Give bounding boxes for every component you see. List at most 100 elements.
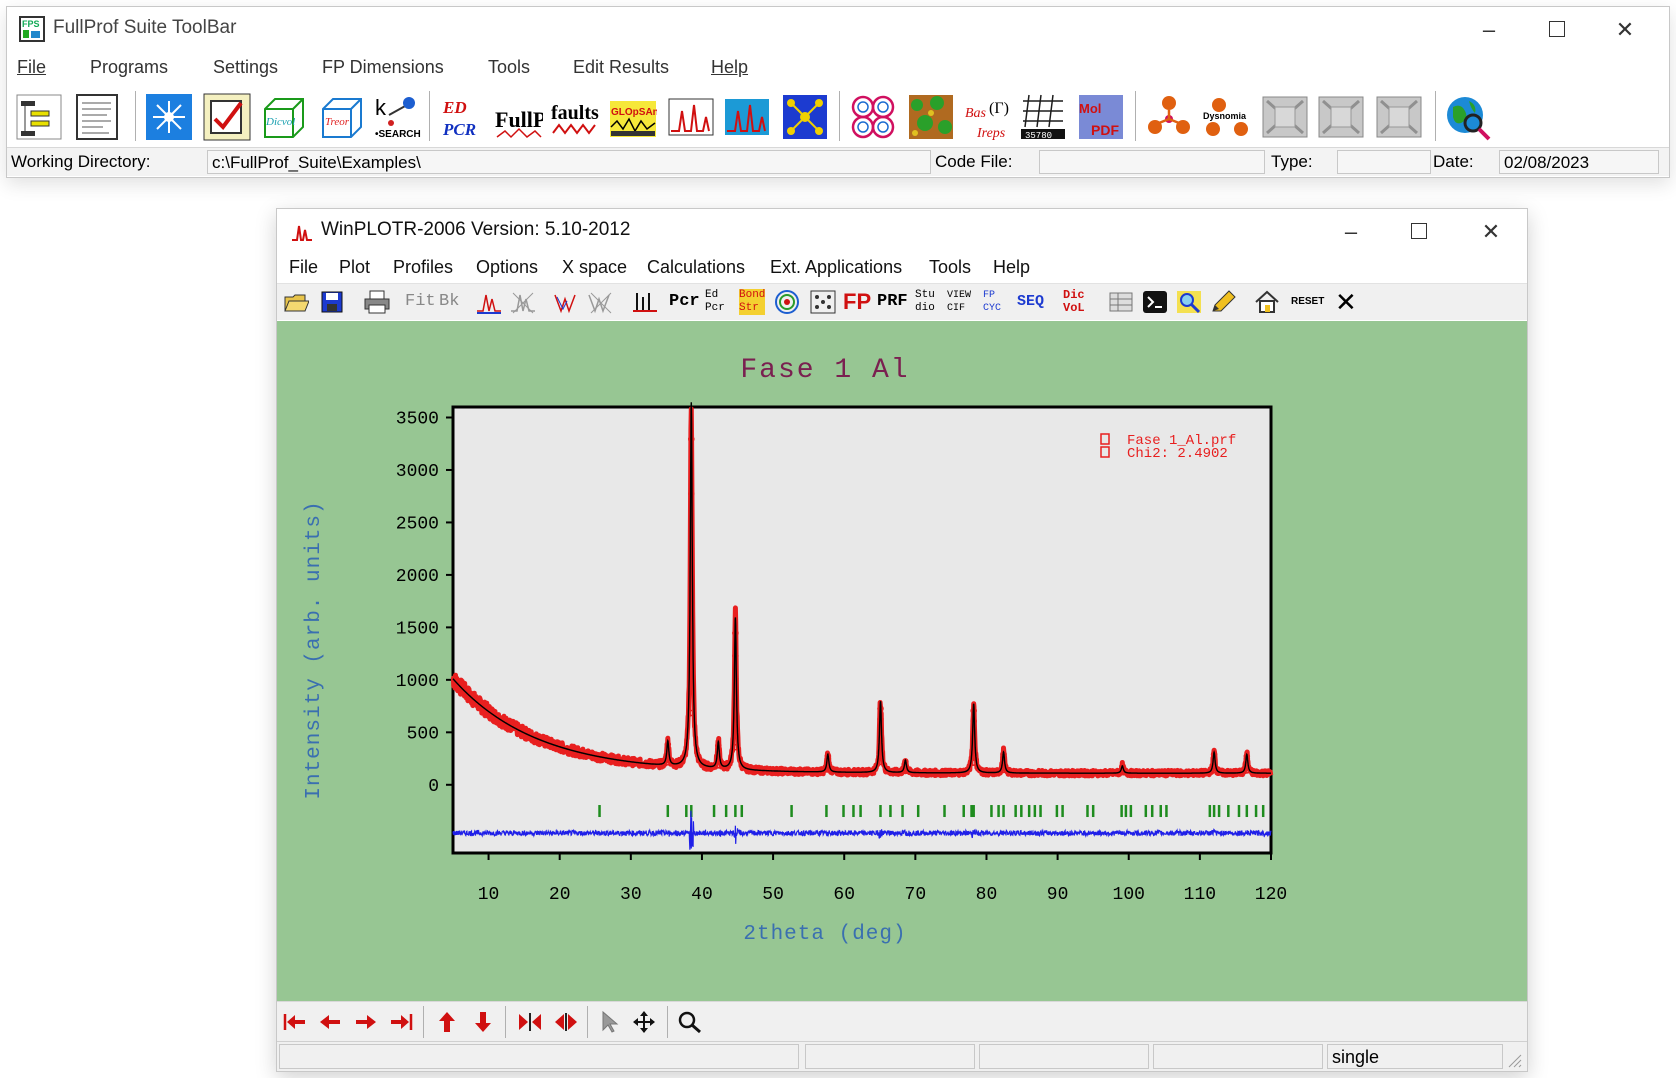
sun-icon[interactable] <box>145 93 193 141</box>
up-arrow-icon[interactable] <box>435 1010 459 1034</box>
console-icon[interactable] <box>1141 289 1169 315</box>
document-icon[interactable] <box>73 93 121 141</box>
wp-close-button[interactable]: ✕ <box>1481 219 1501 244</box>
edpcr-icon[interactable]: ED PCR <box>439 93 487 141</box>
menu-tools[interactable]: Tools <box>488 57 531 77</box>
prf-button[interactable]: PRF <box>877 292 908 311</box>
view-cif-button[interactable]: VIEW CIF <box>947 290 972 314</box>
fullprof-titlebar[interactable]: FPS FullProf Suite ToolBar – ✕ <box>7 7 1669 51</box>
resize-grip-icon[interactable] <box>1505 1051 1523 1069</box>
wp-menu-tools[interactable]: Tools <box>929 257 972 277</box>
grey3-icon[interactable] <box>1375 93 1423 141</box>
previous-icon[interactable] <box>317 1010 343 1034</box>
type-field[interactable] <box>1337 150 1431 174</box>
globe-search-icon[interactable] <box>1443 93 1491 141</box>
reset-button[interactable]: RESET <box>1291 296 1325 307</box>
ed-pcr-button[interactable]: Ed Pcr <box>705 289 725 314</box>
home-icon[interactable] <box>1253 289 1281 315</box>
pencil-icon[interactable] <box>1209 289 1237 315</box>
diffraction-chart[interactable]: Fase 1 Al 0 500 1000 1500 2000 2500 3000 3500 10 2… <box>277 321 1527 1001</box>
minimize-button[interactable]: – <box>1482 17 1496 42</box>
wp-maximize-button[interactable] <box>1399 217 1439 247</box>
fit-button[interactable]: Fit <box>405 292 436 311</box>
pattern-grid-icon[interactable] <box>809 289 837 315</box>
menu-settings[interactable]: Settings <box>213 57 279 77</box>
profile-disabled-icon[interactable] <box>587 289 615 315</box>
pattern-icon[interactable] <box>667 93 715 141</box>
svg-text:ED: ED <box>442 98 467 117</box>
wp-menu-ext-applications[interactable]: Ext. Applications <box>770 257 903 277</box>
map-icon[interactable] <box>907 93 955 141</box>
ksearch-icon[interactable]: k •SEARCH <box>373 93 421 141</box>
profile-icon[interactable] <box>553 289 581 315</box>
fp-cyc-button[interactable]: FP CYC <box>983 290 1002 314</box>
wp-menu-profiles[interactable]: Profiles <box>393 257 454 277</box>
structure-icon[interactable] <box>781 93 829 141</box>
last-icon[interactable] <box>389 1010 415 1034</box>
wp-menu-x-space[interactable]: X space <box>562 257 628 277</box>
x-tick-label: 80 <box>976 885 998 905</box>
pdf-icon[interactable]: Mol PDF <box>1077 93 1125 141</box>
wp-minimize-button[interactable]: – <box>1344 219 1358 244</box>
bastreps-icon[interactable]: Bas Ireps (Γ) <box>963 93 1011 141</box>
checklist-icon[interactable] <box>203 93 251 141</box>
move-icon[interactable] <box>631 1010 657 1034</box>
table-icon[interactable] <box>1107 289 1135 315</box>
menu-help[interactable]: Help <box>711 57 749 77</box>
plot-area[interactable]: Fase 1 Al 0 500 1000 1500 2000 2500 3000 3500 10 2… <box>277 321 1527 1001</box>
x-tick-label: 40 <box>691 885 713 905</box>
compress-x-icon[interactable] <box>517 1010 543 1034</box>
seq-button[interactable]: SEQ <box>1017 293 1045 310</box>
winplotr-titlebar[interactable]: WinPLOTR-2006 Version: 5.10-2012 – ✕ <box>277 209 1527 253</box>
dysnomia-icon[interactable]: Dysnomia <box>1203 93 1251 141</box>
pcr-button[interactable]: Pcr <box>669 292 700 311</box>
down-arrow-icon[interactable] <box>471 1010 495 1034</box>
menu-programs[interactable]: Programs <box>90 57 169 77</box>
code-file-field[interactable] <box>1039 150 1265 174</box>
print-icon[interactable] <box>363 289 391 315</box>
next-icon[interactable] <box>353 1010 379 1034</box>
peaks-disabled-icon[interactable] <box>509 289 537 315</box>
open-folder-icon[interactable] <box>283 289 309 315</box>
molecule-icon[interactable] <box>1145 93 1193 141</box>
dicvol-icon[interactable]: Dicvol <box>259 93 307 141</box>
date-field[interactable]: 02/08/2023 <box>1499 150 1659 174</box>
fp-button[interactable]: FP <box>843 289 872 314</box>
wp-menu-help[interactable]: Help <box>993 257 1031 277</box>
wp-menu-calculations[interactable]: Calculations <box>647 257 746 277</box>
faults-icon[interactable]: faults <box>551 93 599 141</box>
close-button[interactable]: ✕ <box>1615 17 1635 42</box>
rings-small-icon[interactable] <box>773 289 801 315</box>
menu-edit-results[interactable]: Edit Results <box>573 57 670 77</box>
wp-menu-plot[interactable]: Plot <box>339 257 371 277</box>
fullprof-icon[interactable]: FullProf <box>495 93 543 141</box>
peaks-icon[interactable] <box>475 289 503 315</box>
expand-x-icon[interactable] <box>553 1010 579 1034</box>
menu-fp-dimensions[interactable]: FP Dimensions <box>322 57 444 77</box>
rings-icon[interactable] <box>849 93 897 141</box>
grey1-icon[interactable] <box>1261 93 1309 141</box>
treor-icon[interactable]: Treor <box>317 93 365 141</box>
edpcr-tree-icon[interactable] <box>15 93 63 141</box>
working-directory-field[interactable]: c:\FullProf_Suite\Examples\ <box>207 150 931 174</box>
close-plot-icon[interactable]: ✕ <box>1335 287 1357 317</box>
glopsann-icon[interactable]: GLOpSAnn <box>609 93 657 141</box>
magnifier-icon[interactable] <box>677 1010 703 1034</box>
bond-str-button[interactable]: Bond Str <box>739 289 766 315</box>
grey2-icon[interactable] <box>1317 93 1365 141</box>
bragg-icon[interactable] <box>631 289 659 315</box>
maximize-button[interactable] <box>1537 15 1577 45</box>
save-icon[interactable] <box>319 289 345 315</box>
wp-menu-file[interactable]: File <box>289 257 319 277</box>
y-axis-label: Intensity (arb. units) <box>303 500 326 799</box>
pattern2-icon[interactable] <box>723 93 771 141</box>
first-icon[interactable] <box>281 1010 307 1034</box>
pointer-icon[interactable] <box>599 1010 621 1034</box>
grid-icon[interactable]: 35780 <box>1019 93 1067 141</box>
dic-vol-button[interactable]: Dic VoL <box>1063 288 1085 315</box>
bk-button[interactable]: Bk <box>439 292 460 311</box>
zoom-map-icon[interactable] <box>1175 289 1203 315</box>
menu-file[interactable]: File <box>17 57 47 77</box>
studio-button[interactable]: Stu dio <box>915 289 935 314</box>
wp-menu-options[interactable]: Options <box>476 257 539 277</box>
